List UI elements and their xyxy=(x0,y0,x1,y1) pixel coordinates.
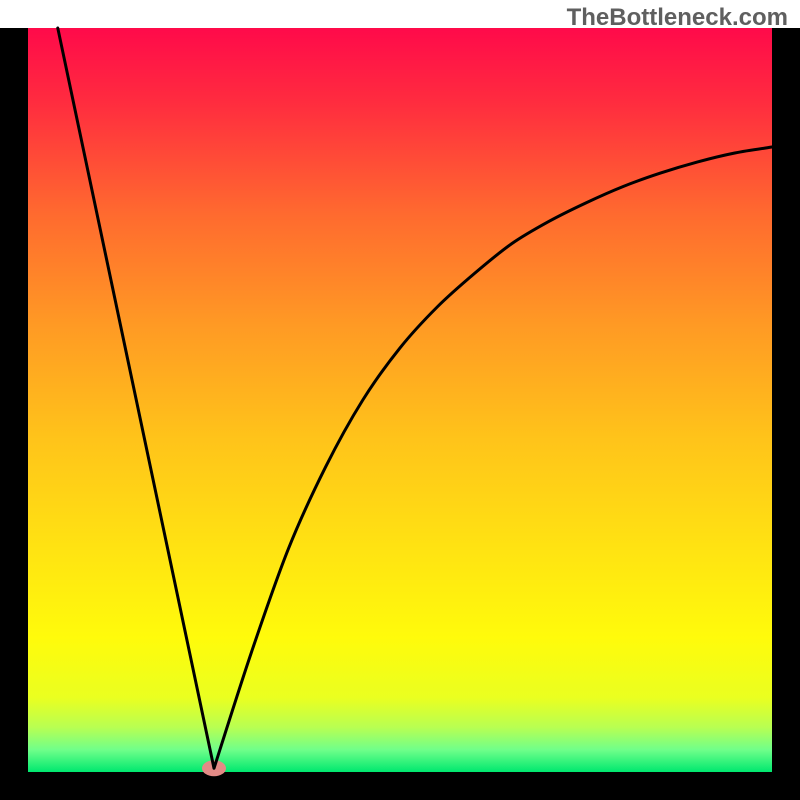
border-right xyxy=(772,28,800,800)
bottleneck-chart xyxy=(0,0,800,800)
chart-container: TheBottleneck.com xyxy=(0,0,800,800)
plot-background xyxy=(28,28,772,772)
watermark-text: TheBottleneck.com xyxy=(567,4,788,32)
border-left xyxy=(0,28,28,800)
border-bottom xyxy=(0,772,800,800)
